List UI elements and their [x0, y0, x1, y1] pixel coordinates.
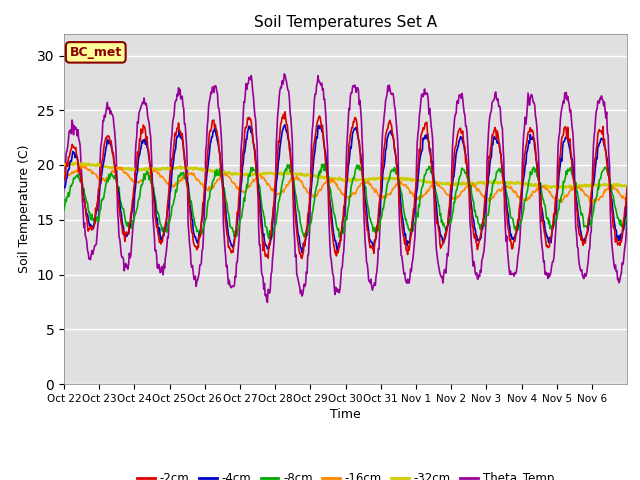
-16cm	[589, 200, 597, 205]
-2cm	[279, 115, 287, 120]
-32cm	[623, 184, 631, 190]
-8cm	[60, 207, 68, 213]
Theta_Temp	[264, 300, 271, 305]
Theta_Temp	[623, 200, 631, 206]
-16cm	[76, 163, 84, 169]
-32cm	[230, 170, 238, 176]
-4cm	[623, 197, 631, 203]
-16cm	[280, 190, 287, 195]
-8cm	[321, 161, 328, 167]
-32cm	[280, 170, 287, 176]
Theta_Temp	[126, 255, 134, 261]
-2cm	[258, 227, 266, 233]
-16cm	[623, 198, 631, 204]
Theta_Temp	[280, 71, 288, 77]
Line: -16cm: -16cm	[64, 166, 627, 203]
-32cm	[404, 177, 412, 182]
-8cm	[405, 228, 413, 233]
-8cm	[126, 225, 134, 230]
-4cm	[298, 250, 306, 255]
-8cm	[623, 214, 631, 220]
-16cm	[259, 175, 266, 181]
-8cm	[268, 237, 275, 242]
X-axis label: Time: Time	[330, 408, 361, 421]
-2cm	[281, 109, 289, 115]
-2cm	[405, 247, 413, 253]
-2cm	[298, 255, 306, 261]
-16cm	[230, 181, 238, 187]
-4cm	[405, 240, 413, 246]
Theta_Temp	[258, 269, 266, 275]
Title: Soil Temperatures Set A: Soil Temperatures Set A	[254, 15, 437, 30]
-32cm	[436, 180, 444, 186]
-8cm	[230, 230, 237, 236]
-32cm	[259, 171, 266, 177]
Theta_Temp	[60, 189, 68, 194]
Theta_Temp	[405, 280, 413, 286]
-16cm	[436, 184, 444, 190]
Y-axis label: Soil Temperature (C): Soil Temperature (C)	[18, 144, 31, 273]
-4cm	[258, 215, 266, 221]
Legend: -2cm, -4cm, -8cm, -16cm, -32cm, Theta_Temp: -2cm, -4cm, -8cm, -16cm, -32cm, Theta_Te…	[132, 467, 559, 480]
-2cm	[126, 220, 134, 226]
Theta_Temp	[437, 273, 445, 278]
Theta_Temp	[230, 284, 237, 289]
-16cm	[127, 175, 134, 181]
-2cm	[60, 177, 68, 183]
-4cm	[279, 127, 287, 132]
-32cm	[127, 166, 134, 172]
Line: -2cm: -2cm	[64, 112, 627, 258]
Line: -4cm: -4cm	[64, 125, 627, 252]
Line: -32cm: -32cm	[64, 162, 627, 189]
Line: -8cm: -8cm	[64, 164, 627, 240]
-4cm	[281, 122, 289, 128]
Text: BC_met: BC_met	[70, 46, 122, 59]
-32cm	[67, 159, 75, 165]
-8cm	[258, 200, 266, 206]
-4cm	[60, 184, 68, 190]
-4cm	[437, 234, 445, 240]
-4cm	[126, 223, 134, 228]
Theta_Temp	[280, 78, 287, 84]
-16cm	[404, 185, 412, 191]
-16cm	[60, 171, 68, 177]
-2cm	[230, 244, 237, 250]
-32cm	[60, 162, 68, 168]
-8cm	[437, 211, 445, 216]
-8cm	[280, 175, 287, 181]
-32cm	[559, 186, 567, 192]
-2cm	[437, 245, 445, 251]
Line: Theta_Temp: Theta_Temp	[64, 74, 627, 302]
-4cm	[230, 241, 237, 247]
-2cm	[623, 184, 631, 190]
